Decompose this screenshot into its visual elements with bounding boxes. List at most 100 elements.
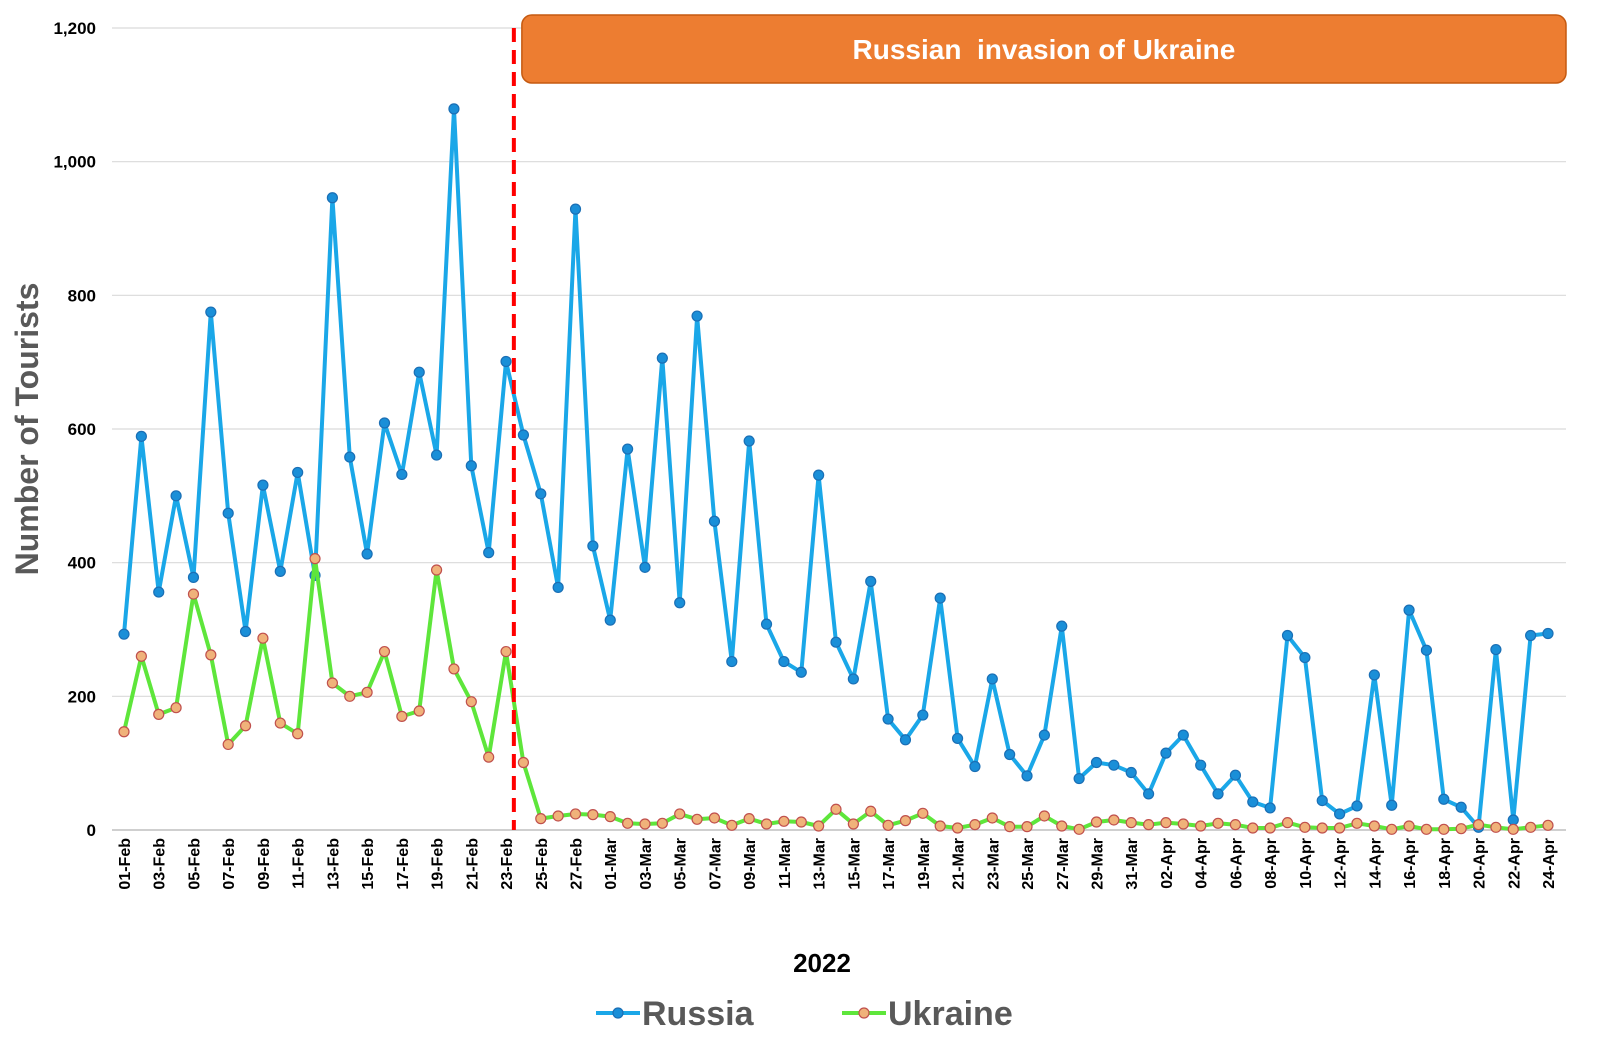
russia-point xyxy=(1351,800,1363,812)
russia-point xyxy=(708,515,721,527)
ukraine-point xyxy=(813,820,825,832)
russia-point xyxy=(1403,604,1415,616)
x-tick-label: 03-Mar xyxy=(638,838,655,890)
legend-ukraine-marker xyxy=(858,1007,870,1019)
russia-point xyxy=(1455,801,1467,813)
russia-point xyxy=(1420,644,1433,656)
ukraine-point xyxy=(1212,817,1224,829)
russia-point xyxy=(1438,793,1450,805)
legend-russia-label: Russia xyxy=(642,995,755,1033)
x-tick-label: 11-Feb xyxy=(291,838,308,889)
ukraine-point xyxy=(1125,817,1137,829)
ukraine-point xyxy=(1368,820,1380,832)
ukraine-point xyxy=(865,805,877,817)
x-tick-label: 20-Apr xyxy=(1472,838,1489,889)
russia-point xyxy=(257,479,269,491)
ukraine-point xyxy=(622,817,634,829)
russia-point xyxy=(205,306,217,318)
x-tick-label: 07-Feb xyxy=(221,838,238,890)
ukraine-point xyxy=(1490,821,1502,833)
russia-point xyxy=(1507,814,1519,826)
x-tick-labels: 01-Feb 03-Feb 05-Feb 07-Feb 09-Feb 11-Feb 13-F… xyxy=(117,838,1558,890)
y-tick-label: 200 xyxy=(68,687,96,706)
ukraine-point xyxy=(1160,817,1172,829)
russia-point xyxy=(187,571,200,583)
russia-point xyxy=(656,352,668,364)
ukraine-line xyxy=(122,556,1549,832)
russia-point xyxy=(483,547,495,559)
russia-point xyxy=(604,614,616,626)
ukraine-point xyxy=(1386,823,1398,835)
ukraine-point xyxy=(1351,817,1363,829)
russia-point xyxy=(1142,788,1155,800)
russia-point xyxy=(934,592,946,604)
x-tick-label: 23-Mar xyxy=(985,838,1002,890)
russia-point xyxy=(1316,794,1328,807)
russia-point xyxy=(500,355,512,368)
y-tick-label: 0 xyxy=(87,821,96,840)
russia-point xyxy=(813,469,825,481)
y-tick-label: 800 xyxy=(68,286,96,305)
invasion-banner xyxy=(521,14,1567,84)
russia-point xyxy=(1038,729,1050,741)
ukraine-point xyxy=(778,815,790,827)
ukraine-point xyxy=(743,813,755,825)
ukraine-point xyxy=(986,812,998,824)
russia-point xyxy=(517,429,530,441)
x-tick-label: 25-Feb xyxy=(534,838,551,890)
ukraine-point xyxy=(1264,822,1276,834)
ukraine-point xyxy=(1073,823,1085,835)
ukraine-point xyxy=(448,663,460,675)
x-tick-label: 29-Mar xyxy=(1089,838,1106,890)
ukraine-point xyxy=(187,588,200,600)
ukraine-point xyxy=(344,690,356,702)
y-tick-labels: 0 200 400 600 800 1,000 1,200 xyxy=(53,19,96,840)
gridlines xyxy=(112,27,1566,697)
ukraine-point xyxy=(257,632,269,644)
y-tick-label: 1,000 xyxy=(53,153,96,172)
russia-point xyxy=(465,460,477,472)
ukraine-point xyxy=(1334,822,1346,834)
ukraine-point xyxy=(1004,821,1016,833)
russia-point xyxy=(917,709,929,721)
ukraine-point xyxy=(795,816,807,828)
ukraine-point xyxy=(899,815,912,827)
russia-point xyxy=(1090,756,1103,769)
russia-point xyxy=(882,713,894,725)
russia-point xyxy=(535,488,547,500)
ukraine-point xyxy=(1056,820,1068,832)
russia-point xyxy=(969,760,981,773)
ukraine-point xyxy=(934,820,946,832)
ukraine-point xyxy=(170,702,182,714)
russia-point xyxy=(552,581,564,593)
ukraine-point xyxy=(326,677,338,689)
ukraine-point xyxy=(882,819,894,831)
russia-point xyxy=(1386,799,1398,811)
russia-point xyxy=(1247,796,1259,808)
russia-point xyxy=(760,618,773,630)
ukraine-point xyxy=(500,645,512,658)
russia-point xyxy=(1299,651,1311,664)
x-tick-label: 22-Apr xyxy=(1506,838,1523,889)
ukraine-point xyxy=(222,738,234,751)
y-tick-label: 1,200 xyxy=(53,19,96,38)
ukraine-point xyxy=(1038,810,1050,822)
russia-point xyxy=(778,655,790,668)
x-tick-label: 19-Feb xyxy=(430,838,447,890)
russia-point xyxy=(292,466,304,479)
x-tick-label: 24-Apr xyxy=(1541,838,1558,889)
x-tick-label: 10-Apr xyxy=(1298,838,1315,889)
x-tick-label: 27-Feb xyxy=(569,838,586,890)
x-tick-label: 14-Apr xyxy=(1367,838,1384,889)
ukraine-point xyxy=(483,751,495,763)
x-tick-label: 09-Feb xyxy=(256,838,273,890)
y-tick-label: 600 xyxy=(68,420,96,439)
legend-russia-marker xyxy=(612,1007,624,1019)
x-tick-label: 16-Apr xyxy=(1402,838,1419,889)
russia-point xyxy=(1073,772,1085,785)
russia-point xyxy=(1004,748,1016,761)
russia-point xyxy=(1525,629,1537,642)
russia-point xyxy=(639,561,651,573)
ukraine-point xyxy=(604,811,616,823)
